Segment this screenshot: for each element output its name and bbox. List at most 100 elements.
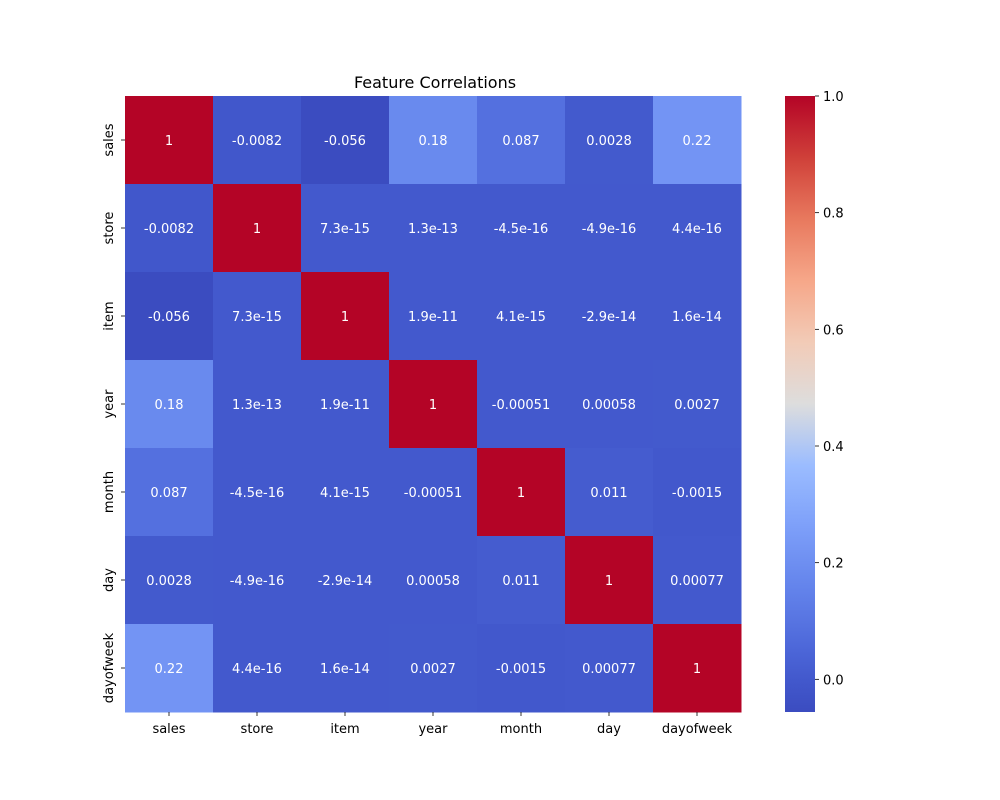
cell-annotation: -2.9e-14 bbox=[318, 574, 373, 589]
x-axis: sales store item year month day dayofweek bbox=[152, 712, 733, 737]
cell-annotation: 0.22 bbox=[683, 134, 712, 149]
cell-annotation: 0.011 bbox=[590, 486, 627, 501]
cell-annotation: 1.6e-14 bbox=[320, 662, 370, 677]
colorbar-tick-label: 0.2 bbox=[823, 557, 844, 572]
cell-annotation: -0.056 bbox=[148, 310, 190, 325]
cell-annotation: 7.3e-15 bbox=[320, 222, 370, 237]
cell-annotation: -2.9e-14 bbox=[582, 310, 637, 325]
heatmap-cell bbox=[477, 536, 566, 625]
heatmap-cell bbox=[565, 184, 654, 273]
cell-annotation: 0.087 bbox=[502, 134, 539, 149]
heatmap-cell bbox=[565, 272, 654, 361]
colorbar-gradient bbox=[785, 96, 815, 712]
y-tick-label: store bbox=[102, 212, 117, 245]
heatmap-cell bbox=[389, 184, 478, 273]
cell-annotation: 4.4e-16 bbox=[232, 662, 282, 677]
y-tick-label: year bbox=[102, 389, 117, 419]
heatmap-cell bbox=[653, 184, 742, 273]
cell-annotation: 0.0028 bbox=[586, 134, 632, 149]
cell-annotation: 4.4e-16 bbox=[672, 222, 722, 237]
cell-annotation: 0.087 bbox=[150, 486, 187, 501]
cell-annotation: 1 bbox=[429, 398, 437, 413]
cell-annotation: 1 bbox=[341, 310, 349, 325]
cell-annotation: -4.5e-16 bbox=[494, 222, 549, 237]
colorbar: 0.0 0.2 0.4 0.6 0.8 1.0 bbox=[785, 90, 844, 712]
cell-annotation: 0.18 bbox=[155, 398, 184, 413]
cell-annotation: 7.3e-15 bbox=[232, 310, 282, 325]
cell-annotation: 1.6e-14 bbox=[672, 310, 722, 325]
x-tick-label: day bbox=[597, 722, 621, 737]
heatmap-cell bbox=[125, 272, 214, 361]
heatmap-cell bbox=[213, 184, 302, 273]
colorbar-tick-label: 1.0 bbox=[823, 90, 844, 105]
y-tick-label: month bbox=[102, 471, 117, 513]
heatmap-cell bbox=[213, 272, 302, 361]
cell-annotation: -0.056 bbox=[324, 134, 366, 149]
heatmap-cell bbox=[389, 536, 478, 625]
heatmap-cell bbox=[125, 448, 214, 537]
heatmap-cell bbox=[653, 624, 742, 713]
heatmap-cell bbox=[213, 536, 302, 625]
heatmap-cell bbox=[125, 624, 214, 713]
cell-annotation: 0.0027 bbox=[674, 398, 720, 413]
heatmap-cell bbox=[565, 624, 654, 713]
x-tick-label: dayofweek bbox=[662, 722, 733, 737]
heatmap-cell bbox=[565, 448, 654, 537]
colorbar-tick-label: 0.4 bbox=[823, 440, 844, 455]
heatmap-cell bbox=[477, 448, 566, 537]
heatmap-cell bbox=[653, 536, 742, 625]
cell-annotation: -4.9e-16 bbox=[582, 222, 637, 237]
heatmap-cell bbox=[653, 448, 742, 537]
y-tick-label: day bbox=[102, 568, 117, 592]
cell-annotation: 0.00077 bbox=[582, 662, 636, 677]
cell-annotation: 1 bbox=[693, 662, 701, 677]
cell-annotation: 0.18 bbox=[419, 134, 448, 149]
cell-annotation: 0.0028 bbox=[146, 574, 192, 589]
heatmap-cell bbox=[565, 96, 654, 185]
cell-annotation: 0.22 bbox=[155, 662, 184, 677]
heatmap-cell bbox=[301, 624, 390, 713]
heatmap-cell bbox=[653, 360, 742, 449]
cell-annotation: -0.0082 bbox=[144, 222, 194, 237]
heatmap-cell bbox=[477, 272, 566, 361]
heatmap-cell bbox=[477, 96, 566, 185]
heatmap-cell bbox=[477, 184, 566, 273]
cell-annotation: -0.00051 bbox=[492, 398, 550, 413]
heatmap-cell bbox=[565, 536, 654, 625]
cell-annotation: 1.3e-13 bbox=[408, 222, 458, 237]
heatmap-cell bbox=[125, 96, 214, 185]
cell-annotation: 1 bbox=[165, 134, 173, 149]
heatmap-cell bbox=[213, 624, 302, 713]
heatmap-cell bbox=[653, 96, 742, 185]
cell-annotation: 1 bbox=[605, 574, 613, 589]
cell-annotation: 1 bbox=[517, 486, 525, 501]
heatmap-cell bbox=[125, 360, 214, 449]
x-tick-label: year bbox=[418, 722, 448, 737]
heatmap-cell bbox=[301, 448, 390, 537]
heatmap-cell bbox=[301, 536, 390, 625]
cell-annotation: -0.0082 bbox=[232, 134, 282, 149]
heatmap-cell bbox=[389, 360, 478, 449]
x-tick-label: sales bbox=[152, 722, 185, 737]
cell-annotation: 4.1e-15 bbox=[496, 310, 546, 325]
heatmap-cell bbox=[301, 184, 390, 273]
heatmap-cell bbox=[301, 96, 390, 185]
cell-annotation: 4.1e-15 bbox=[320, 486, 370, 501]
cell-annotation: 0.00058 bbox=[582, 398, 636, 413]
cell-annotation: 0.011 bbox=[502, 574, 539, 589]
cell-annotation: 0.00077 bbox=[670, 574, 724, 589]
heatmap-cell bbox=[301, 360, 390, 449]
y-tick-label: item bbox=[102, 301, 117, 330]
cell-annotation: -4.9e-16 bbox=[230, 574, 285, 589]
cell-annotation: 1.9e-11 bbox=[408, 310, 458, 325]
cell-annotation: -4.5e-16 bbox=[230, 486, 285, 501]
x-tick-label: month bbox=[500, 722, 542, 737]
heatmap-annotations: 1 -0.0082 -0.056 0.18 0.087 0.0028 0.22 -0.0082… bbox=[144, 134, 724, 677]
cell-annotation: 1 bbox=[253, 222, 261, 237]
heatmap-cell bbox=[477, 624, 566, 713]
chart-title: Feature Correlations bbox=[354, 73, 516, 92]
y-axis: sales store item year month day dayofweek bbox=[102, 123, 125, 703]
heatmap-cell bbox=[389, 272, 478, 361]
heatmap-cell bbox=[389, 96, 478, 185]
